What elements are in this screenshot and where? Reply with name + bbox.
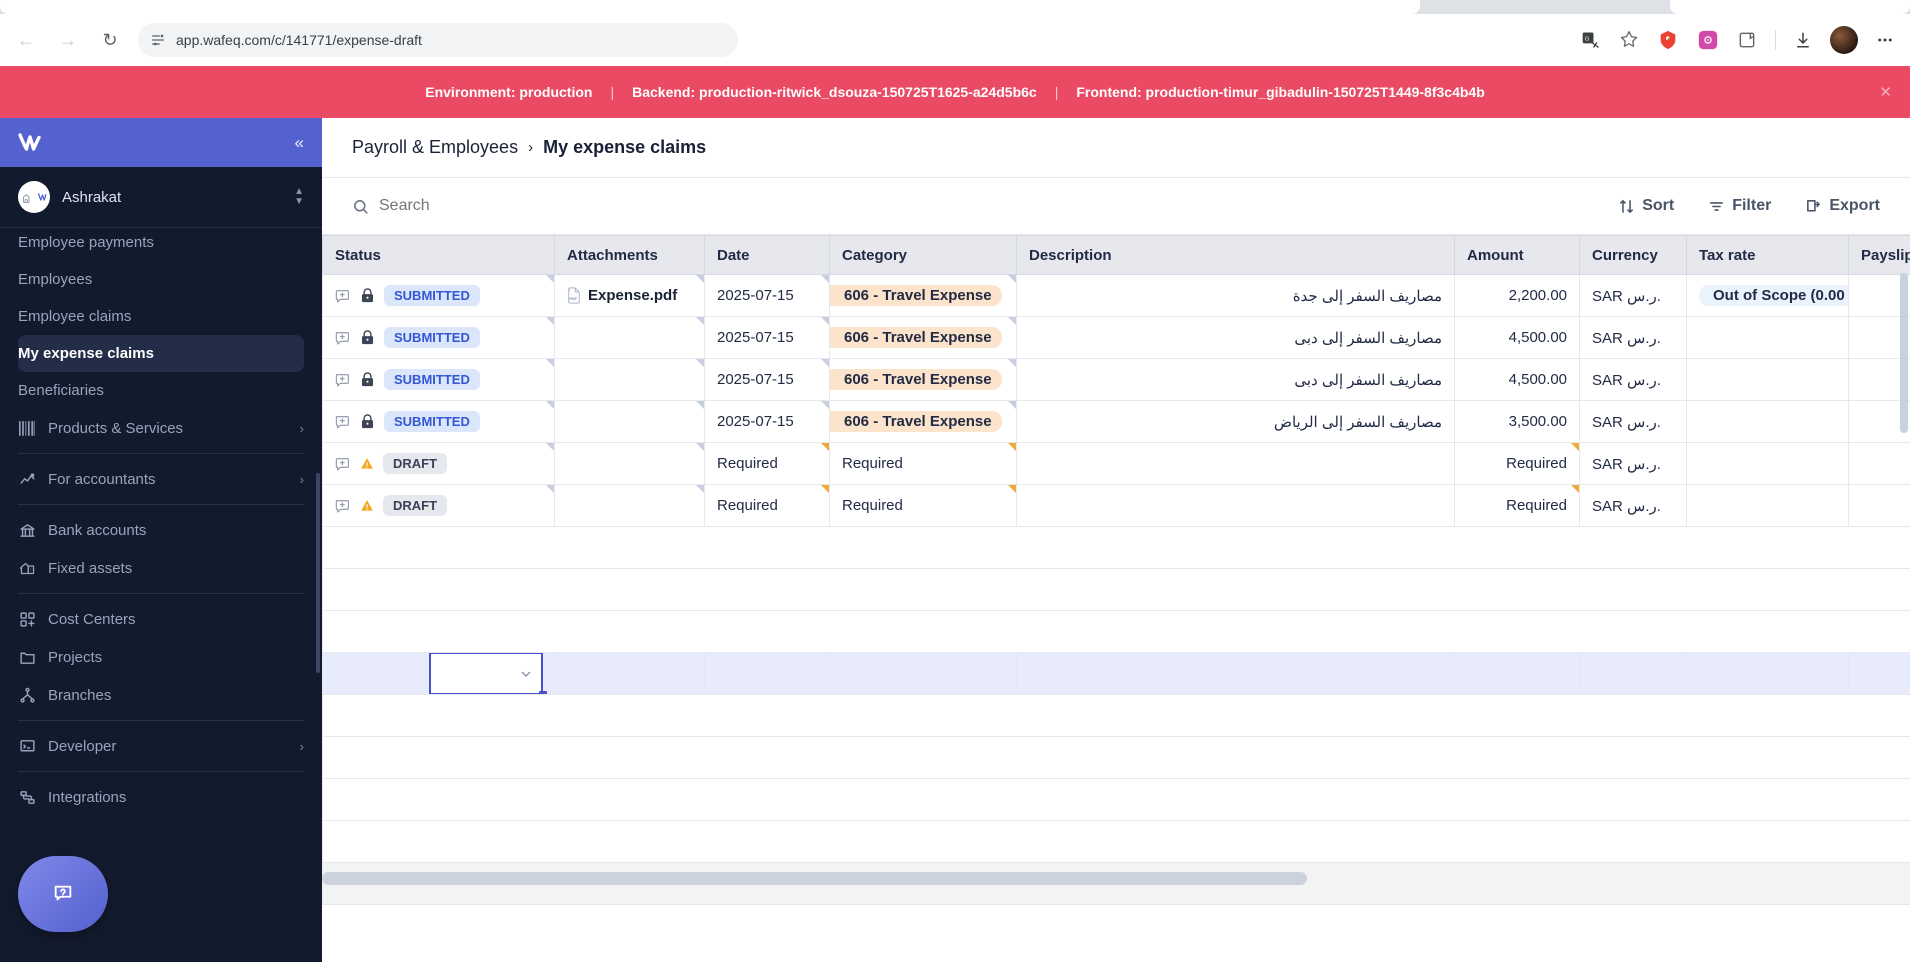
svg-text:PDF: PDF	[569, 297, 577, 301]
svg-text:G: G	[1585, 36, 1590, 42]
